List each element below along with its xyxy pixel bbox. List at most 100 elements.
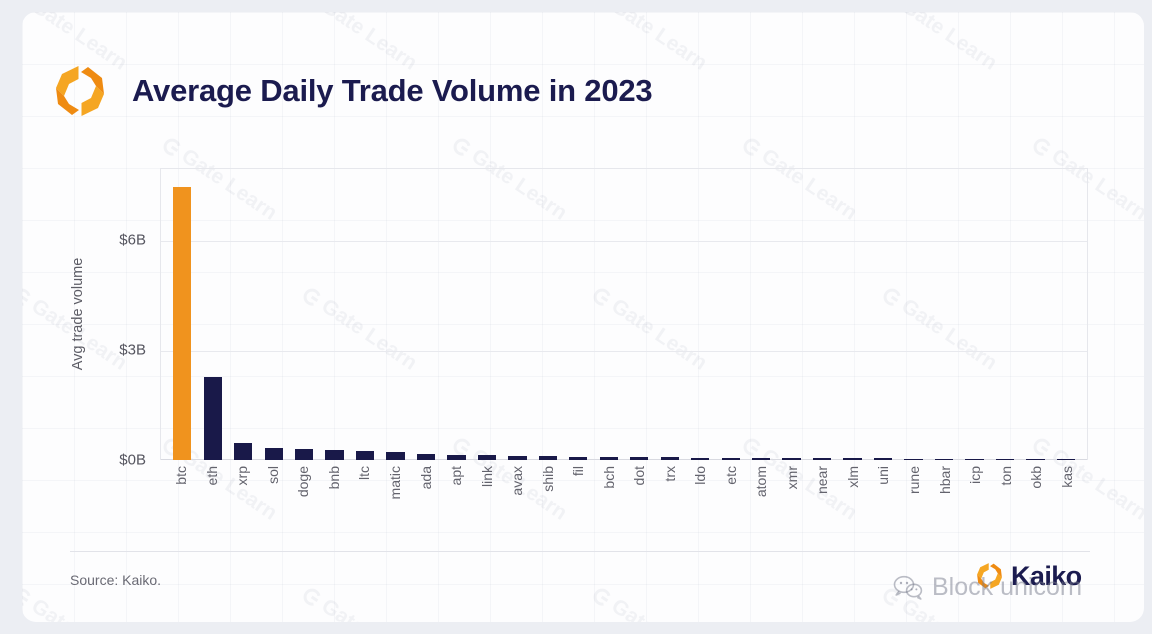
bar-xrp[interactable] — [234, 442, 253, 460]
x-tick-label-matic: matic — [386, 466, 403, 500]
y-tick-label: $6B — [119, 231, 146, 249]
kaiko-hex-logo-icon — [975, 561, 1004, 591]
x-tick-label-dot: dot — [631, 466, 648, 486]
bar-slot — [533, 169, 563, 460]
bar-series — [161, 169, 1087, 460]
x-label-slot: etc — [716, 462, 747, 532]
x-tick-label-okb: okb — [1028, 466, 1045, 489]
x-label-slot: bch — [593, 462, 624, 532]
bar-slot — [776, 169, 806, 460]
x-tick-label-icp: icp — [967, 466, 984, 484]
x-tick-label-xrp: xrp — [234, 466, 251, 486]
kaiko-footer-logo: Kaiko — [975, 561, 1082, 591]
bar-slot — [929, 169, 959, 460]
x-label-slot: near — [807, 462, 838, 532]
bar-slot — [197, 169, 227, 460]
bar-dot[interactable] — [630, 457, 649, 460]
x-label-slot: eth — [197, 462, 228, 532]
bar-near[interactable] — [812, 458, 832, 460]
page-title: Average Daily Trade Volume in 2023 — [132, 73, 653, 108]
bar-avax[interactable] — [508, 455, 527, 460]
x-label-slot: bnb — [319, 462, 350, 532]
x-label-slot: link — [471, 462, 502, 532]
bar-ltc[interactable] — [355, 451, 375, 460]
bar-slot — [350, 169, 380, 460]
x-label-slot: icp — [960, 462, 991, 532]
y-tick-label: $3B — [119, 341, 146, 359]
x-tick-label-fil: fil — [570, 466, 587, 477]
gridline — [161, 240, 1087, 242]
bar-fil[interactable] — [569, 456, 588, 460]
kaiko-wordmark: Kaiko — [1011, 560, 1082, 591]
x-tick-label-ton: ton — [997, 466, 1014, 486]
x-tick-label-eth: eth — [203, 466, 220, 486]
bar-kas[interactable] — [1056, 458, 1075, 460]
x-label-slot: ada — [410, 462, 441, 532]
bar-link[interactable] — [477, 455, 497, 460]
bar-chart: Avg trade volume $0B $3B $6B btc eth xrp sol d… — [70, 168, 1088, 499]
chart-header: Average Daily Trade Volume in 2023 — [52, 62, 653, 120]
gridline — [161, 350, 1087, 352]
bar-hbar[interactable] — [934, 458, 954, 460]
bar-rune[interactable] — [904, 458, 923, 460]
x-tick-label-shib: shib — [539, 466, 556, 492]
bar-uni[interactable] — [873, 458, 893, 460]
bar-ldo[interactable] — [691, 457, 710, 460]
bar-slot — [990, 169, 1020, 460]
bar-bnb[interactable] — [325, 449, 344, 460]
bar-ada[interactable] — [416, 453, 436, 460]
bar-slot — [868, 169, 898, 460]
bar-xlm[interactable] — [843, 458, 862, 460]
x-tick-label-near: near — [814, 466, 831, 495]
bar-sol[interactable] — [264, 447, 283, 460]
source-note: Source: Kaiko. — [70, 572, 162, 588]
x-tick-label-atom: atom — [753, 466, 770, 498]
bar-eth[interactable] — [203, 377, 222, 460]
x-label-slot: doge — [288, 462, 319, 532]
bar-bch[interactable] — [599, 456, 618, 460]
x-tick-label-hbar: hbar — [936, 466, 953, 495]
bar-etc[interactable] — [721, 457, 740, 460]
bar-slot — [746, 169, 776, 460]
x-tick-label-etc: etc — [722, 466, 739, 485]
x-label-slot: rune — [899, 462, 930, 532]
bar-xmr[interactable] — [782, 458, 801, 460]
bar-btc[interactable] — [173, 187, 192, 460]
y-tick-label: $0B — [119, 451, 146, 469]
x-tick-label-ltc: ltc — [356, 466, 373, 480]
x-axis-baseline — [161, 459, 1087, 460]
x-tick-label-doge: doge — [295, 466, 312, 498]
x-label-slot: atom — [746, 462, 777, 532]
bar-slot — [685, 169, 715, 460]
x-label-slot: xmr — [777, 462, 808, 532]
x-label-slot: xlm — [838, 462, 869, 532]
bar-okb[interactable] — [1026, 458, 1045, 460]
x-label-slot: avax — [502, 462, 533, 532]
x-label-slot: kas — [1051, 462, 1082, 532]
x-tick-label-trx: trx — [661, 466, 678, 482]
x-tick-label-apt: apt — [448, 466, 465, 486]
kaiko-hex-logo-icon — [52, 62, 108, 120]
bar-slot — [319, 169, 349, 460]
bar-ton[interactable] — [995, 458, 1015, 460]
bar-trx[interactable] — [660, 457, 679, 460]
bar-shib[interactable] — [538, 456, 557, 460]
x-tick-label-btc: btc — [173, 466, 190, 485]
plot-area — [160, 168, 1088, 460]
bar-slot — [898, 169, 928, 460]
x-tick-label-rune: rune — [906, 466, 923, 495]
bar-apt[interactable] — [447, 454, 466, 460]
bar-atom[interactable] — [752, 457, 771, 460]
x-tick-label-ada: ada — [417, 466, 434, 490]
bar-icp[interactable] — [965, 458, 984, 460]
x-tick-label-link: link — [478, 466, 495, 488]
x-label-slot: hbar — [929, 462, 960, 532]
x-tick-label-xlm: xlm — [844, 466, 861, 488]
x-tick-label-ldo: ldo — [692, 466, 709, 485]
y-axis-ticks: $0B $3B $6B — [100, 168, 152, 468]
bar-doge[interactable] — [294, 448, 314, 460]
bar-matic[interactable] — [386, 452, 405, 460]
bar-slot — [959, 169, 989, 460]
bar-slot — [563, 169, 593, 460]
